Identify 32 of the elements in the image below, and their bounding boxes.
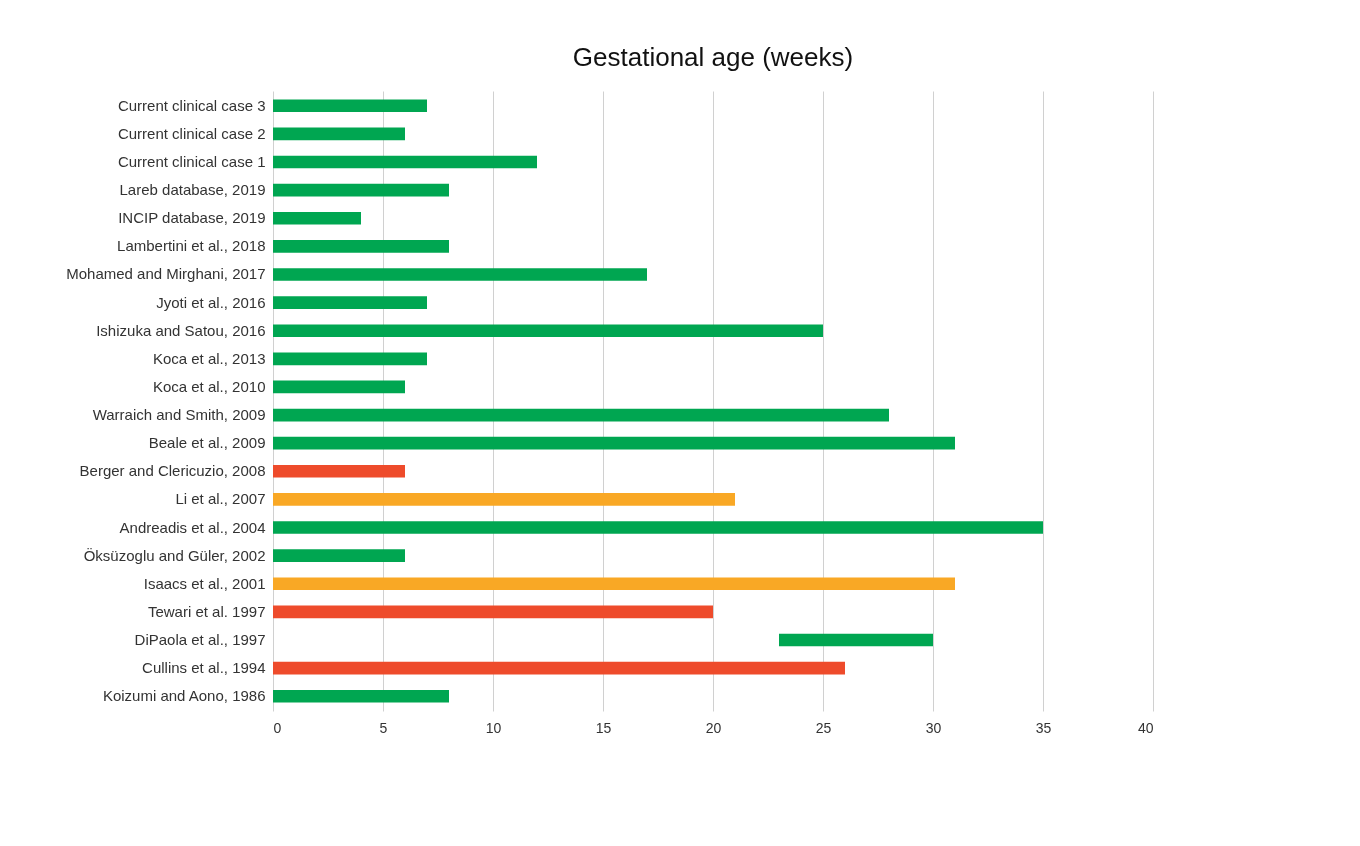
y-tick-label: Koizumi and Aono, 1986 [102, 687, 266, 705]
y-tick-label: Mohamed and Mirghani, 2017 [66, 265, 266, 283]
x-tick-label: 10 [485, 719, 502, 736]
x-tick-label: 30 [925, 719, 942, 736]
y-tick-label: Andreadis et al., 2004 [119, 518, 266, 536]
y-tick-label: Lareb database, 2019 [119, 181, 266, 199]
y-tick-label: Li et al., 2007 [175, 490, 266, 508]
y-tick-label: Berger and Clericuzio, 2008 [79, 462, 266, 480]
y-tick-label: Jyoti et al., 2016 [156, 293, 266, 311]
y-tick-label: Koca et al., 2010 [152, 377, 266, 395]
y-tick-label: Isaacs et al., 2001 [143, 574, 266, 592]
y-tick-label: Tewari et al. 1997 [147, 602, 266, 620]
x-tick-label: 35 [1035, 719, 1052, 736]
x-tick-label: 15 [595, 719, 612, 736]
y-tick-label: Warraich and Smith, 2009 [92, 406, 266, 424]
y-tick-label: Lambertini et al., 2018 [117, 237, 266, 255]
x-tick-label: 40 [1137, 719, 1154, 736]
y-tick-label: Ishizuka and Satou, 2016 [96, 321, 266, 339]
chart-title: Gestational age (weeks) [572, 42, 854, 72]
y-tick-label: Öksüzoglu and Güler, 2002 [83, 546, 266, 564]
x-tick-label: 0 [273, 719, 282, 736]
y-tick-label: DiPaola et al., 1997 [134, 631, 266, 648]
x-tick-label: 20 [705, 719, 722, 736]
y-tick-label: Current clinical case 2 [117, 124, 266, 142]
y-tick-label: Current clinical case 3 [117, 96, 266, 114]
y-tick-label: INCIP database, 2019 [118, 209, 266, 227]
y-tick-label: Current clinical case 1 [117, 153, 266, 170]
y-tick-label: Beale et al., 2009 [148, 434, 266, 452]
x-tick-label: 25 [815, 719, 832, 736]
y-tick-label: Cullins et al., 1994 [142, 659, 266, 677]
x-tick-label: 5 [379, 719, 388, 736]
y-tick-label: Koca et al., 2013 [152, 349, 266, 367]
